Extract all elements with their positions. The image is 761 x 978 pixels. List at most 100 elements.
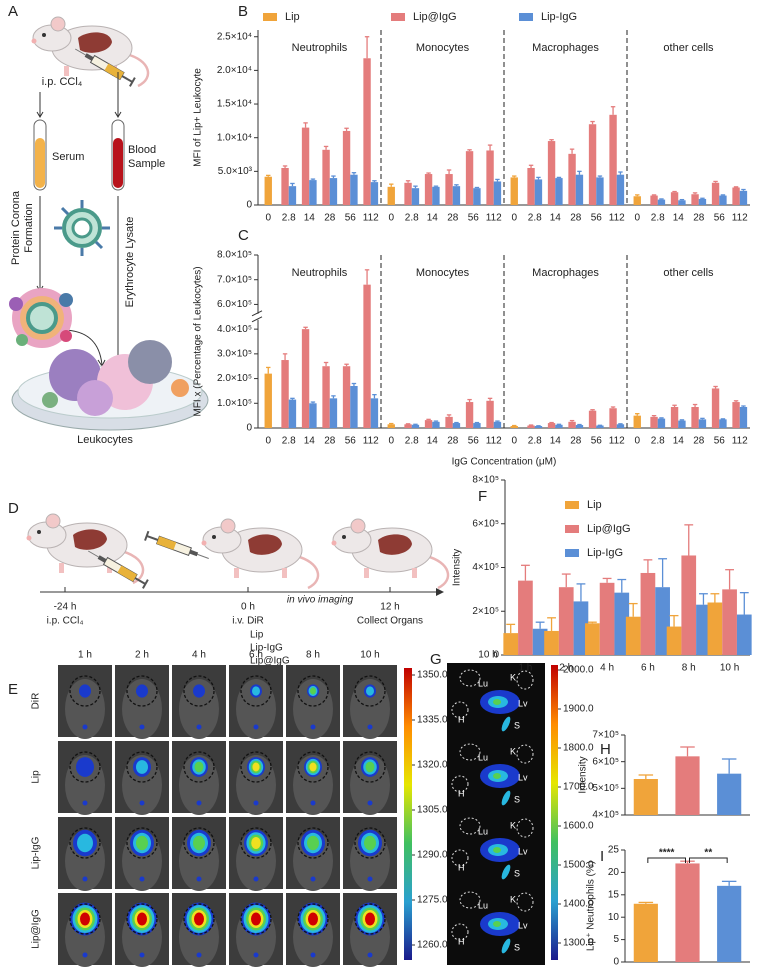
mouse-illustration [330, 517, 450, 590]
blood-label: Blood [128, 144, 156, 156]
group-label: Lip-IgG [250, 643, 283, 654]
roi-circle [354, 903, 386, 935]
signal [82, 952, 88, 958]
bar [675, 756, 700, 815]
x-tick-label: 56 [714, 213, 726, 224]
x-tick-label: 112 [732, 436, 748, 447]
signal [367, 800, 373, 806]
signal [366, 686, 374, 696]
y-tick-label: 6×10⁵ [472, 518, 499, 529]
signal [308, 912, 318, 926]
x-tick-label: 8 h [682, 663, 696, 674]
bar [678, 200, 686, 205]
y-tick-label: 1.5×10⁴ [217, 99, 252, 110]
bar [534, 426, 543, 428]
organ-label: K [510, 746, 516, 756]
cells-label: Leukocytes [77, 434, 133, 446]
bar [568, 153, 576, 205]
x-tick-label: 28 [324, 436, 336, 447]
legend-label: Lip [587, 499, 602, 511]
group-title: Monocytes [416, 42, 470, 54]
bar [633, 903, 658, 962]
x-tick-label: 56 [345, 436, 357, 447]
row-label: Lip@IgG [31, 909, 42, 949]
bar [691, 194, 699, 205]
bar [527, 167, 535, 205]
y-tick-label: 1.0×10⁴ [217, 132, 252, 143]
signal [139, 876, 145, 882]
bar [650, 195, 658, 205]
bar [640, 572, 656, 655]
roi-circle [126, 827, 158, 859]
bar [588, 410, 597, 428]
y-tick-label: 4×10⁵ [472, 562, 499, 573]
bar [739, 190, 748, 205]
bar [596, 425, 604, 428]
corona-label: Formation [23, 203, 35, 253]
x-tick-label: 56 [345, 213, 357, 224]
signal [309, 762, 317, 772]
bar [732, 402, 740, 428]
bar [452, 186, 461, 205]
signal [79, 684, 91, 698]
bar [465, 151, 474, 205]
image-title: 10 h [478, 650, 497, 661]
signal [367, 876, 373, 882]
bar [719, 419, 727, 428]
organ-outline [459, 817, 481, 835]
group-label: Lip [250, 630, 264, 641]
roi-circle [69, 827, 101, 859]
body-outline [179, 755, 219, 815]
x-tick-label: 28 [570, 436, 582, 447]
bar [657, 199, 666, 205]
organ-outline [451, 701, 469, 719]
signal [501, 716, 511, 732]
roi-circle [297, 675, 329, 707]
signal [493, 699, 501, 705]
bar [350, 385, 358, 428]
bar [573, 601, 589, 655]
organ-outline [451, 849, 469, 867]
bar [575, 425, 584, 428]
roi-circle [240, 827, 272, 859]
roi-circle [69, 903, 101, 935]
time-label: 0 h [241, 602, 255, 613]
signal [310, 800, 316, 806]
x-tick-label: 2.8 [405, 213, 419, 224]
group-title: Macrophages [532, 42, 599, 54]
panel-label: C [238, 227, 249, 244]
syringe-illustration [144, 530, 212, 565]
bar [625, 616, 641, 655]
bar [350, 174, 358, 205]
group-label: Lip@IgG [250, 656, 290, 667]
x-axis-label: IgG Concentration (μM) [452, 457, 557, 468]
x-tick-label: 28 [447, 436, 459, 447]
organ-label: S [514, 720, 520, 730]
y-tick-label: 10 [608, 912, 620, 923]
bar [370, 398, 379, 428]
bar [532, 628, 548, 655]
roi-circle [354, 675, 386, 707]
blood-label: Sample [128, 158, 165, 170]
x-tick-label: 2.8 [528, 213, 542, 224]
bar [281, 167, 289, 205]
organ-outline [516, 744, 534, 764]
bar [633, 415, 641, 428]
column-label: 8 h [306, 650, 320, 661]
body-outline [350, 679, 390, 739]
bar [445, 416, 453, 428]
organ-outline [451, 775, 469, 793]
bar [555, 178, 563, 205]
bar [596, 177, 604, 205]
axis-break [253, 313, 263, 320]
signal [77, 833, 93, 853]
bar [281, 360, 289, 428]
roi-circle [354, 827, 386, 859]
organ-label: H [458, 714, 465, 724]
signal [253, 800, 259, 806]
bar [387, 186, 395, 205]
y-tick-label: 8.0×10⁵ [217, 250, 252, 261]
significance-label: **** [659, 848, 675, 859]
signal [493, 921, 501, 927]
